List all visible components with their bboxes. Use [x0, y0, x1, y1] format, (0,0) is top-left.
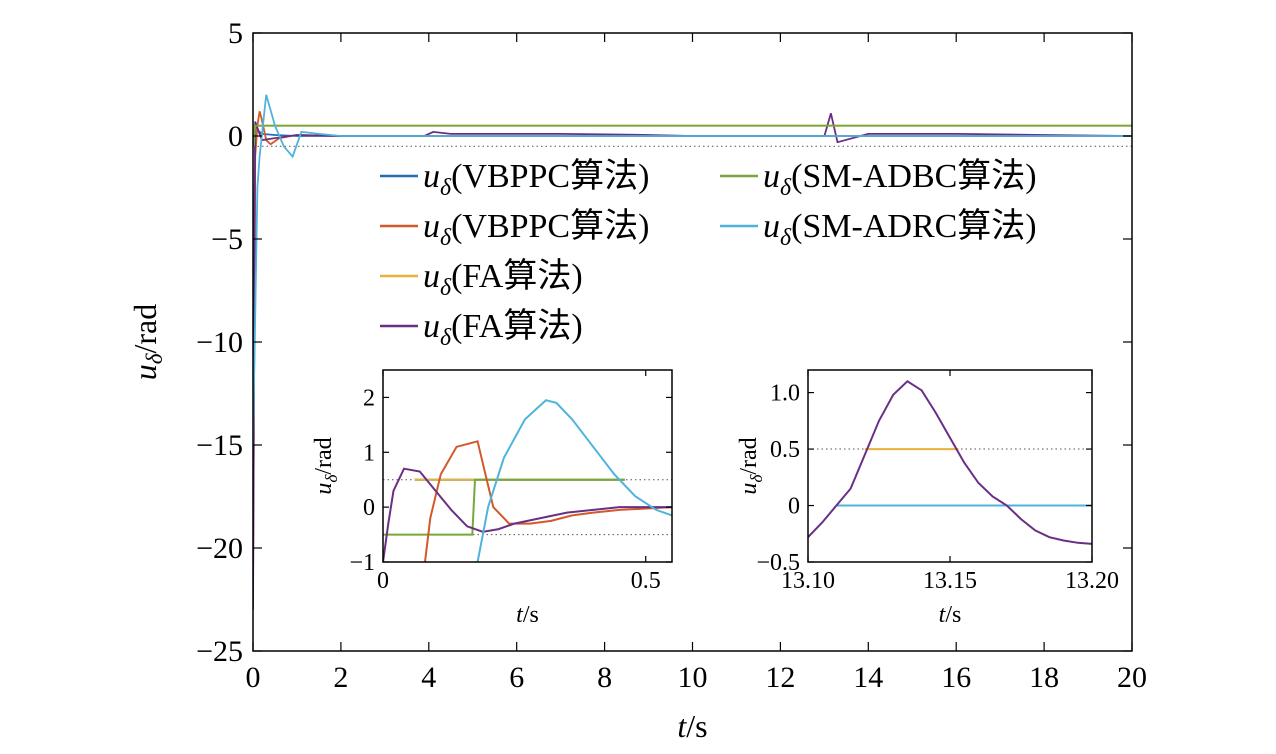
x-tick-label: 10 — [678, 661, 708, 694]
series-line — [383, 467, 672, 562]
x-tick-label: 20 — [1117, 661, 1147, 694]
legend-var: u — [423, 258, 440, 295]
legend-label: uδ(VBPPC算法) — [423, 207, 649, 251]
legend-sub: δ — [440, 225, 452, 251]
y-tick-label: 0.5 — [770, 437, 800, 463]
y-tick-label: 0 — [363, 495, 375, 521]
legend-label: uδ(VBPPC算法) — [423, 157, 649, 201]
x-tick-label: 6 — [509, 661, 524, 694]
y-axis-label-sub: δ — [747, 474, 766, 483]
x-tick-label: 13.20 — [1065, 568, 1119, 594]
y-axis-label-var: u — [127, 364, 163, 380]
inset-background — [383, 370, 672, 562]
x-tick-label: 8 — [597, 661, 612, 694]
x-tick-label: 0.5 — [631, 568, 661, 594]
inset-plot-2: 13.10 13.15 13.20 1.0 0.5 0 −0.5 t/s uδ/rad — [736, 369, 1119, 628]
series-line — [424, 440, 672, 562]
inset-background — [808, 370, 1092, 562]
x-axis-label-unit: /s — [686, 708, 707, 744]
y-tick-label: 0 — [228, 120, 243, 153]
x-axis-label-unit: /s — [523, 602, 539, 628]
y-tick-label: 2 — [363, 385, 375, 411]
plot-frame — [382, 369, 673, 563]
series-line — [253, 113, 1132, 610]
y-axis-label: uδ/rad — [127, 304, 167, 380]
y-tick-label: −25 — [196, 635, 243, 668]
legend-sub: δ — [440, 325, 452, 351]
legend-text: (VBPPC算法) — [451, 207, 649, 245]
y-axis-label-sub: δ — [322, 474, 341, 483]
y-tick-label: 1.0 — [770, 381, 800, 407]
legend-text: (SM-ADRC算法) — [791, 207, 1037, 245]
legend-sub: δ — [440, 275, 452, 301]
series-line — [253, 94, 1132, 446]
x-tick-label: 13.15 — [923, 568, 977, 594]
series-line — [808, 380, 1092, 545]
y-tick-label: −0.5 — [756, 550, 800, 576]
y-tick-label: −1 — [349, 550, 375, 576]
x-tick-label: 12 — [765, 661, 795, 694]
legend: uδ(VBPPC算法)uδ(VBPPC算法)uδ(FA算法)uδ(FA算法)uδ… — [380, 157, 1037, 351]
legend-label: uδ(FA算法) — [423, 307, 583, 351]
x-axis-label: t/s — [677, 708, 707, 744]
legend-var: u — [423, 158, 440, 195]
legend-sub: δ — [780, 175, 792, 201]
legend-var: u — [423, 308, 440, 345]
y-axis-label-var: u — [311, 483, 337, 495]
y-axis-label: uδ/rad — [311, 437, 341, 494]
series-line — [476, 399, 672, 562]
main-plot: 0 2 4 6 8 10 12 14 16 18 2050−5−10−15−20−25t/suδ/r… — [127, 17, 1147, 744]
y-tick-label: 1 — [363, 440, 375, 466]
legend-text: (FA算法) — [451, 307, 583, 345]
x-tick-label: 2 — [333, 661, 348, 694]
y-tick-label: 5 — [228, 17, 243, 50]
x-tick-label: 14 — [853, 661, 883, 694]
y-axis-label: uδ/rad — [736, 437, 766, 494]
x-tick-label: 18 — [1029, 661, 1059, 694]
y-axis-label-var: u — [736, 483, 762, 495]
legend-text: (VBPPC算法) — [451, 157, 649, 195]
legend-label: uδ(FA算法) — [423, 257, 583, 301]
x-axis-label: t/s — [939, 602, 962, 628]
legend-sub: δ — [780, 225, 792, 251]
y-axis-label-unit: /rad — [311, 437, 337, 474]
y-axis-label-sub: δ — [141, 352, 167, 364]
x-axis-label-unit: /s — [945, 602, 961, 628]
x-tick-label: 4 — [421, 661, 436, 694]
x-axis-label-var: t — [516, 602, 524, 628]
legend-sub: δ — [440, 175, 452, 201]
legend-label: uδ(SM-ADBC算法) — [763, 157, 1037, 201]
y-tick-label: 0 — [788, 494, 800, 520]
x-axis-label: t/s — [516, 602, 539, 628]
x-tick-label: 16 — [941, 661, 971, 694]
y-tick-label: −5 — [211, 223, 243, 256]
y-axis-label-unit: /rad — [127, 304, 163, 354]
y-tick-label: −15 — [196, 429, 243, 462]
y-tick-label: −20 — [196, 532, 243, 565]
legend-text: (FA算法) — [451, 257, 583, 295]
x-axis-label-var: t — [939, 602, 947, 628]
y-tick-label: −10 — [196, 326, 243, 359]
legend-text: (SM-ADBC算法) — [791, 157, 1037, 195]
legend-label: uδ(SM-ADRC算法) — [763, 207, 1037, 251]
x-tick-label: 0 — [377, 568, 389, 594]
x-axis-label-var: t — [677, 708, 687, 744]
legend-var: u — [763, 208, 780, 245]
legend-var: u — [423, 208, 440, 245]
x-tick-label: 13.10 — [781, 568, 835, 594]
x-tick-label: 0 — [246, 661, 261, 694]
legend-var: u — [763, 158, 780, 195]
y-axis-label-unit: /rad — [736, 437, 762, 474]
